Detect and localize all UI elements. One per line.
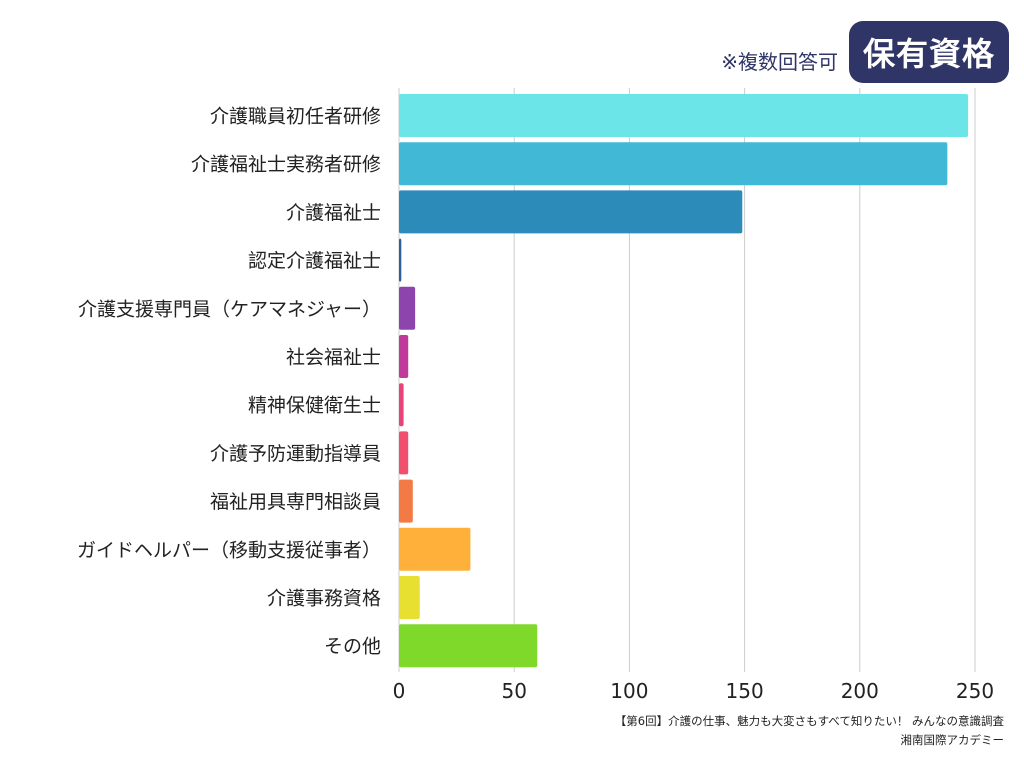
survey-title: 【第6回】介護の仕事、魅力も大変さもすべて知りたい！ みんなの意識調査 <box>614 714 1004 728</box>
category-label: 福祉用具専門相談員 <box>210 491 381 513</box>
bars <box>399 94 969 668</box>
category-label: 介護職員初任者研修 <box>210 106 381 128</box>
organization-name: 湘南国際アカデミー <box>900 733 1005 747</box>
bar <box>399 576 420 619</box>
title-badge: 保有資格 <box>849 21 1009 83</box>
bar <box>399 624 538 668</box>
category-label: 介護事務資格 <box>267 588 381 610</box>
x-tick-label: 0 <box>393 679 406 703</box>
bar <box>399 238 402 282</box>
category-label: 認定介護福祉士 <box>248 250 381 272</box>
bar <box>399 94 969 137</box>
multiple-answers-note: ※複数回答可 <box>721 50 838 74</box>
x-tick-label: 150 <box>726 679 764 703</box>
bar <box>399 431 409 475</box>
bar <box>399 190 743 234</box>
category-label: 介護予防運動指導員 <box>210 443 381 465</box>
category-label: 社会福祉士 <box>286 347 381 369</box>
category-label: 介護支援専門員（ケアマネジャー） <box>78 298 381 320</box>
x-tick-labels: 0 50 100 150 200 250 <box>393 679 994 703</box>
grid-lines <box>398 88 976 672</box>
category-label: 介護福祉士実務者研修 <box>191 154 381 176</box>
category-label: 精神保健衛生士 <box>248 395 381 417</box>
category-label: 介護福祉士 <box>286 202 381 224</box>
bar <box>399 142 948 186</box>
x-tick-label: 200 <box>841 679 879 703</box>
bar <box>399 479 413 523</box>
bar <box>399 286 416 330</box>
x-tick-label: 50 <box>501 679 526 703</box>
bar <box>399 527 471 571</box>
bar <box>399 335 409 378</box>
category-label: その他 <box>324 636 381 658</box>
bar <box>399 383 404 427</box>
source-footer: 【第6回】介護の仕事、魅力も大変さもすべて知りたい！ みんなの意識調査 湘南国際… <box>615 712 1004 750</box>
x-tick-label: 100 <box>610 679 648 703</box>
x-tick-label: 250 <box>956 679 994 703</box>
category-label: ガイドヘルパー（移動支援従事者） <box>77 539 381 561</box>
category-labels: 介護職員初任者研修介護福祉士実務者研修介護福祉士認定介護福祉士介護支援専門員（ケ… <box>77 106 381 658</box>
